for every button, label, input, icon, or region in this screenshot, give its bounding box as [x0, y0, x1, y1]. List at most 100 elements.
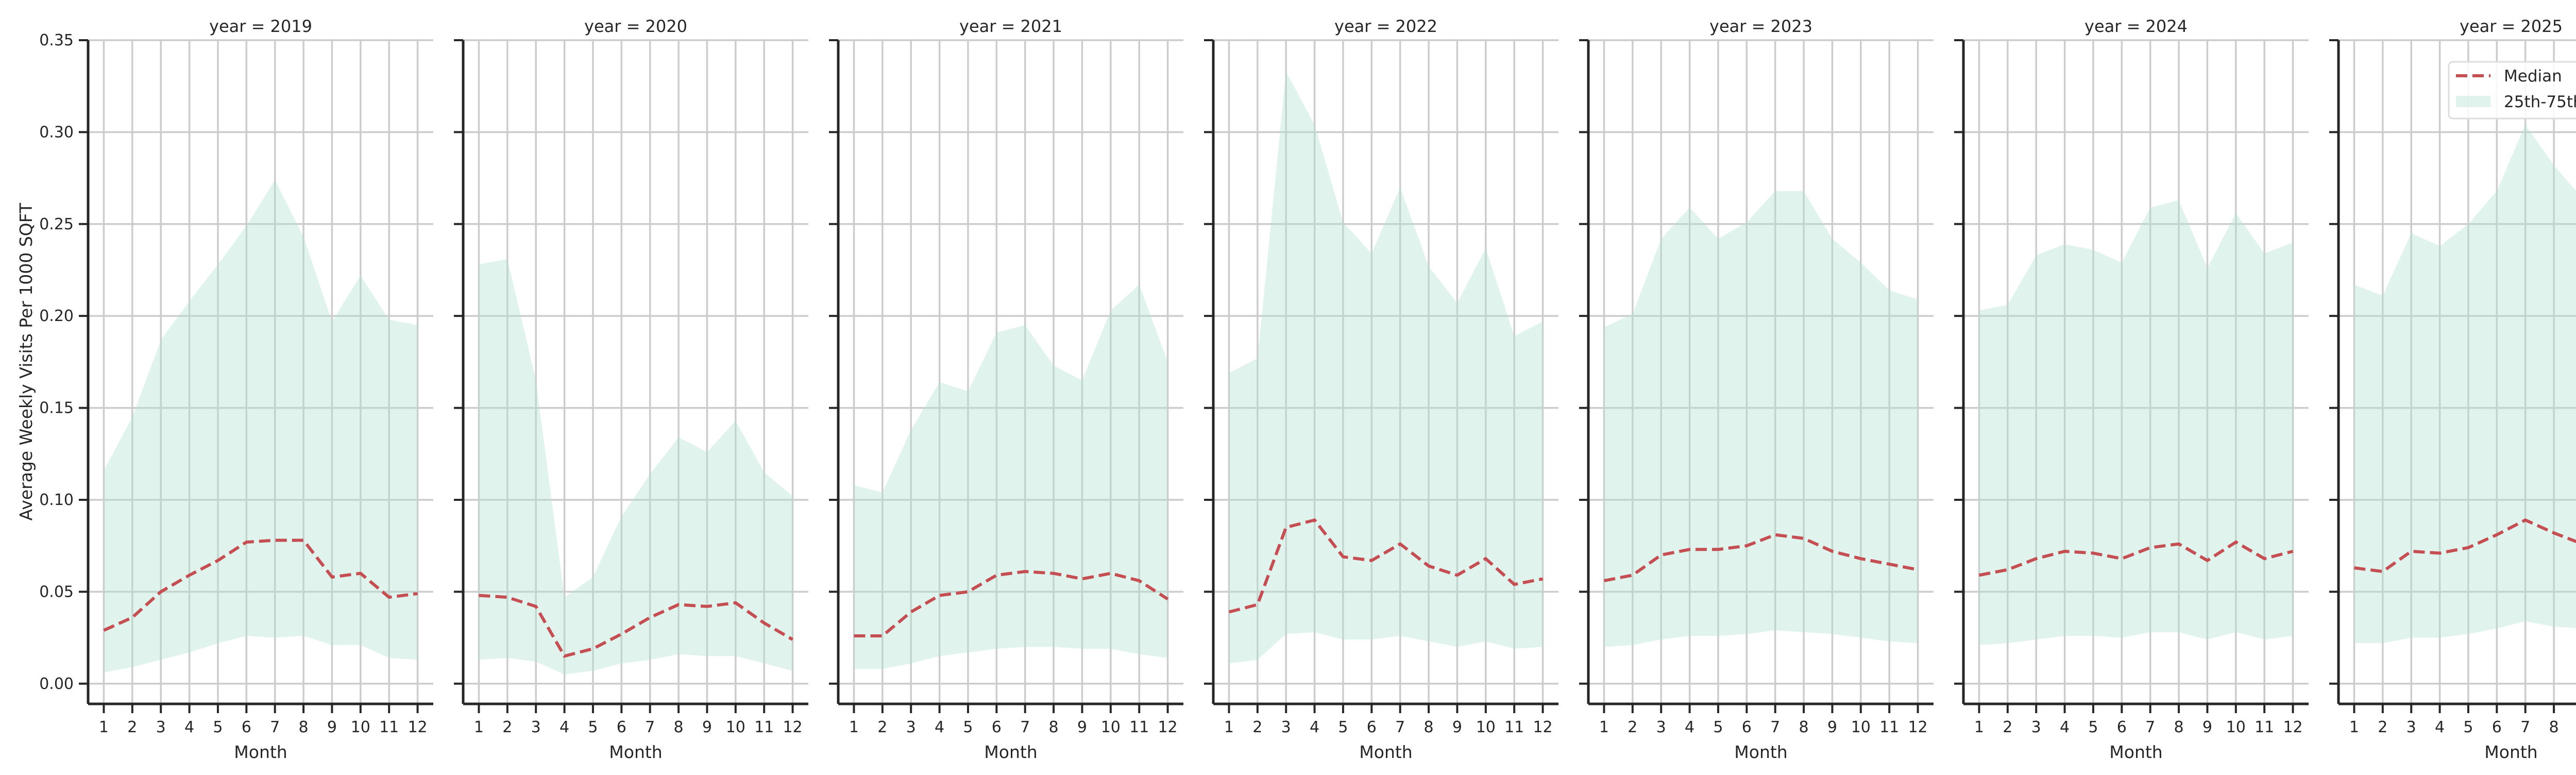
x-tick-label: 3 [531, 718, 541, 736]
x-tick-label: 12 [408, 718, 427, 736]
x-tick-label: 6 [2117, 718, 2127, 736]
x-tick-label: 7 [1020, 718, 1030, 736]
percentile-band [1229, 72, 1543, 664]
x-tick-label: 6 [1742, 718, 1752, 736]
x-tick-label: 4 [935, 718, 944, 736]
x-axis-label: Month [1359, 742, 1412, 762]
x-tick-label: 6 [992, 718, 1002, 736]
x-tick-label: 5 [1338, 718, 1348, 736]
x-tick-label: 12 [783, 718, 802, 736]
x-tick-label: 3 [1656, 718, 1666, 736]
x-axis-label: Month [609, 742, 662, 762]
x-tick-label: 9 [1452, 718, 1462, 736]
x-tick-label: 12 [1158, 718, 1177, 736]
facet-title: year = 2024 [2084, 16, 2188, 36]
x-tick-label: 1 [1599, 718, 1609, 736]
x-tick-label: 8 [2174, 718, 2184, 736]
x-tick-label: 2 [1252, 718, 1262, 736]
x-tick-label: 11 [2255, 718, 2274, 736]
legend-band-swatch [2456, 96, 2490, 107]
x-tick-label: 3 [1281, 718, 1291, 736]
x-tick-label: 4 [184, 718, 194, 736]
y-tick-label: 0.35 [39, 31, 74, 49]
facet-title: year = 2023 [1709, 16, 1812, 36]
x-tick-label: 11 [379, 718, 399, 736]
x-tick-label: 1 [99, 718, 109, 736]
y-tick-label: 0.15 [39, 399, 74, 417]
x-tick-label: 11 [1129, 718, 1149, 736]
x-tick-label: 7 [2520, 718, 2530, 736]
x-tick-label: 3 [2031, 718, 2041, 736]
x-axis-label: Month [234, 742, 287, 762]
x-axis-label: Month [2484, 742, 2537, 762]
facet-title: year = 2022 [1334, 16, 1437, 36]
x-axis-label: Month [1734, 742, 1787, 762]
x-tick-label: 10 [351, 718, 370, 736]
x-tick-label: 4 [1310, 718, 1319, 736]
x-tick-label: 1 [2349, 718, 2359, 736]
x-tick-label: 5 [1713, 718, 1723, 736]
x-tick-label: 10 [726, 718, 745, 736]
x-tick-label: 1 [1224, 718, 1234, 736]
x-tick-label: 10 [2226, 718, 2246, 736]
x-tick-label: 2 [1628, 718, 1637, 736]
x-tick-label: 10 [1851, 718, 1871, 736]
x-tick-label: 8 [1049, 718, 1059, 736]
x-tick-label: 3 [2406, 718, 2416, 736]
x-tick-label: 1 [1974, 718, 1984, 736]
x-tick-label: 4 [560, 718, 569, 736]
x-tick-label: 4 [1685, 718, 1694, 736]
x-tick-label: 3 [906, 718, 916, 736]
facet-title: year = 2021 [959, 16, 1062, 36]
y-tick-label: 0.00 [39, 675, 74, 693]
x-tick-label: 9 [2202, 718, 2212, 736]
y-tick-label: 0.20 [39, 307, 74, 325]
percentile-band [1979, 200, 2293, 645]
x-tick-label: 7 [2145, 718, 2155, 736]
y-tick-label: 0.05 [39, 583, 74, 601]
x-tick-label: 2 [877, 718, 887, 736]
x-tick-label: 6 [242, 718, 251, 736]
x-tick-label: 12 [1908, 718, 1927, 736]
x-tick-label: 8 [2549, 718, 2559, 736]
x-tick-label: 5 [963, 718, 973, 736]
y-tick-label: 0.10 [39, 491, 74, 509]
x-tick-label: 11 [1504, 718, 1524, 736]
x-tick-label: 2 [502, 718, 512, 736]
facet-title: year = 2025 [2460, 16, 2563, 36]
x-tick-label: 6 [1367, 718, 1377, 736]
x-tick-label: 11 [1879, 718, 1899, 736]
x-tick-label: 9 [1827, 718, 1837, 736]
x-tick-label: 8 [299, 718, 309, 736]
x-tick-label: 5 [588, 718, 598, 736]
x-tick-label: 11 [754, 718, 774, 736]
x-tick-label: 8 [1799, 718, 1809, 736]
y-tick-label: 0.25 [39, 215, 74, 233]
x-axis-label: Month [984, 742, 1037, 762]
x-tick-label: 4 [2435, 718, 2445, 736]
x-tick-label: 7 [270, 718, 280, 736]
x-tick-label: 7 [1395, 718, 1405, 736]
x-tick-label: 6 [2492, 718, 2502, 736]
x-tick-label: 7 [1770, 718, 1780, 736]
x-tick-label: 8 [674, 718, 684, 736]
x-tick-label: 1 [849, 718, 859, 736]
x-tick-label: 10 [1101, 718, 1121, 736]
x-tick-label: 3 [156, 718, 166, 736]
percentile-band [2354, 125, 2576, 643]
facet-title: year = 2019 [209, 16, 312, 36]
x-axis-label: Month [2109, 742, 2162, 762]
percentile-band [854, 285, 1167, 669]
x-tick-label: 12 [1533, 718, 1552, 736]
x-tick-label: 5 [2463, 718, 2473, 736]
legend-label: Median [2504, 67, 2562, 86]
percentile-band [479, 259, 792, 675]
x-tick-label: 12 [2283, 718, 2302, 736]
